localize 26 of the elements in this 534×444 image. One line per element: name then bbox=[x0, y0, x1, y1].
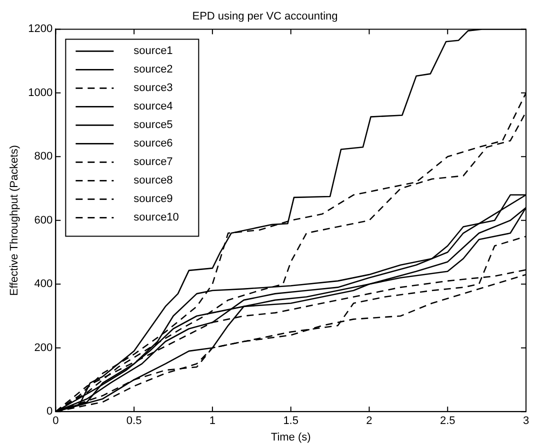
y-tick-label: 0 bbox=[46, 406, 53, 418]
legend-label: source9 bbox=[134, 193, 173, 206]
legend-label: source1 bbox=[134, 45, 173, 58]
legend-label: source7 bbox=[134, 156, 173, 168]
chart-title: EPD using per VC accounting bbox=[192, 10, 338, 23]
legend-label: source3 bbox=[134, 82, 173, 94]
y-tick-label: 800 bbox=[34, 150, 53, 163]
x-tick-label: 0.5 bbox=[126, 415, 142, 428]
y-tick-label: 1000 bbox=[28, 86, 53, 99]
x-tick-label: 2.5 bbox=[440, 415, 456, 428]
legend-label: source4 bbox=[134, 100, 173, 113]
legend-label: source10 bbox=[134, 212, 179, 224]
legend-label: source8 bbox=[134, 174, 173, 187]
x-tick-label: 2 bbox=[366, 415, 372, 428]
legend-label: source5 bbox=[134, 119, 173, 132]
x-tick-label: 1.5 bbox=[283, 415, 298, 428]
y-tick-label: 1200 bbox=[28, 23, 53, 36]
y-tick-label: 200 bbox=[34, 342, 53, 354]
x-tick-label: 1 bbox=[209, 415, 216, 428]
x-axis-title: Time (s) bbox=[270, 431, 311, 444]
legend-label: source6 bbox=[134, 138, 173, 150]
y-axis-title: Effective Throughput (Packets) bbox=[8, 145, 21, 296]
y-tick-label: 400 bbox=[34, 278, 53, 290]
legend-label: source2 bbox=[134, 64, 173, 76]
x-tick-label: 3 bbox=[522, 415, 530, 428]
y-tick-label: 600 bbox=[34, 214, 53, 226]
